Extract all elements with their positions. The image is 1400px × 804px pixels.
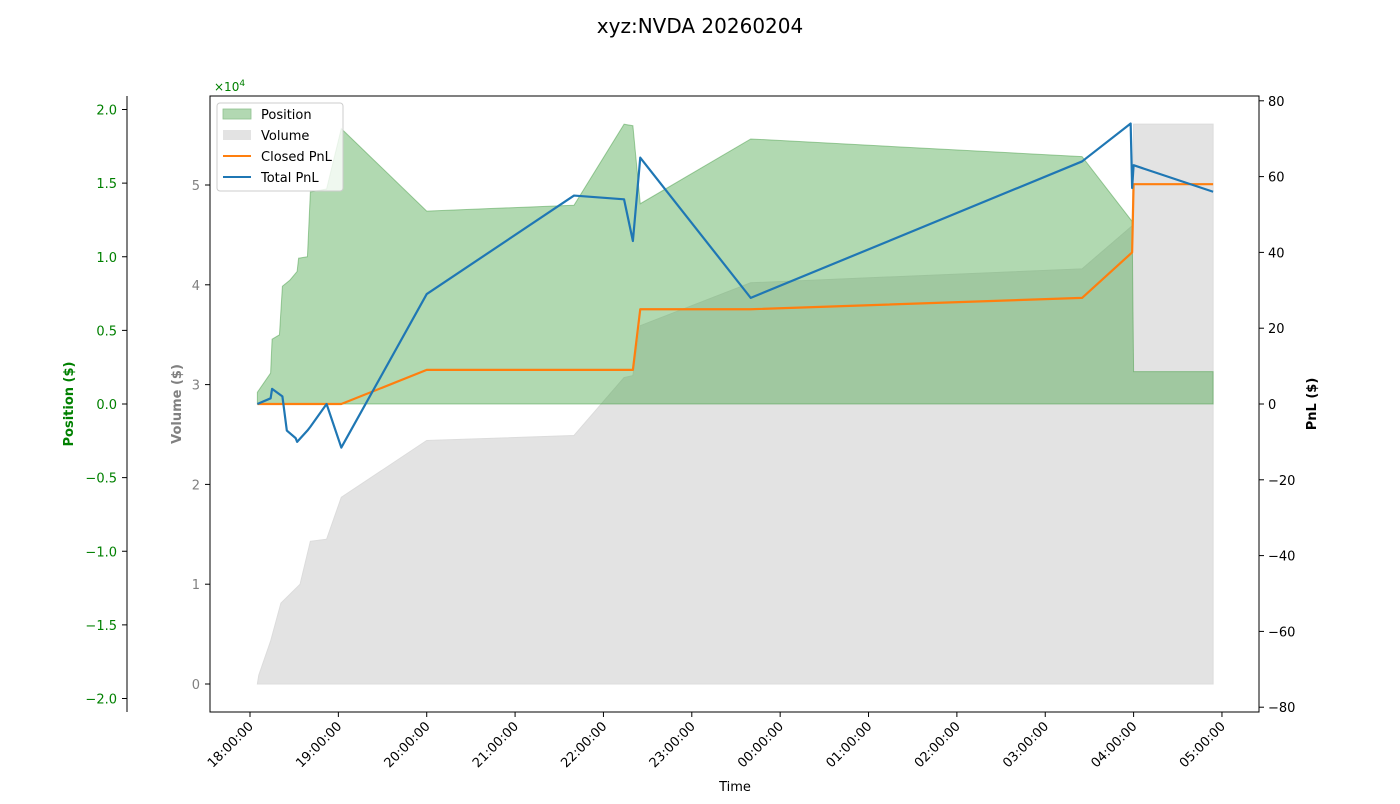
pnl-tick-label: 60 <box>1268 171 1285 186</box>
legend-label-position: Position <box>261 108 312 123</box>
line-path <box>257 183 1214 406</box>
x-tick-label: 23:00:00 <box>647 719 699 771</box>
x-tick-label: 00:00:00 <box>735 719 787 771</box>
x-tick-label: 01:00:00 <box>823 719 875 771</box>
position-tick-label: 1.0 <box>96 251 117 266</box>
volume-axis-ticks: 0 1 2 3 4 5 <box>192 179 210 693</box>
x-tick-label: 19:00:00 <box>293 719 345 771</box>
volume-area <box>256 123 1214 685</box>
position-tick-label: −1.0 <box>85 545 117 560</box>
pnl-tick-label: 80 <box>1268 95 1285 110</box>
pnl-tick-label: −60 <box>1268 625 1295 640</box>
pnl-axis-label: PnL ($) <box>1305 378 1320 431</box>
volume-tick-label: 1 <box>192 578 200 593</box>
legend-label-volume: Volume <box>261 129 309 144</box>
volume-tick-label: 0 <box>192 678 200 693</box>
pnl-tick-label: 20 <box>1268 322 1285 337</box>
closed-pnl-line <box>257 183 1214 406</box>
x-tick-label: 03:00:00 <box>1000 719 1052 771</box>
volume-tick-label: 4 <box>192 279 200 294</box>
area-path <box>256 123 1214 685</box>
x-tick-label: 20:00:00 <box>382 719 434 771</box>
pnl-tick-label: 40 <box>1268 246 1285 261</box>
position-tick-label: −1.5 <box>85 619 117 634</box>
position-axis-ticks: 2.0 1.5 1.0 0.5 0.0 −0.5 −1.0 −1.5 −2.0 <box>85 104 127 708</box>
legend-box <box>216 102 344 192</box>
x-tick-label: 18:00:00 <box>205 719 257 771</box>
x-tick-label: 21:00:00 <box>470 719 522 771</box>
position-tick-label: 0.5 <box>96 324 117 339</box>
position-axis-label: Position ($) <box>62 362 77 447</box>
pnl-axis-ticks: 80 60 40 20 0 −20 −40 −60 −80 <box>1259 95 1295 716</box>
x-axis-ticks: 18:00:00 19:00:00 20:00:00 21:00:00 22:00:00… <box>205 712 1229 771</box>
legend: Position Volume Closed PnL Total PnL <box>216 102 344 192</box>
position-tick-label: 0.0 <box>96 398 117 413</box>
legend-swatch-position <box>222 108 252 120</box>
pnl-tick-label: 0 <box>1268 398 1276 413</box>
volume-tick-label: 5 <box>192 179 200 194</box>
position-tick-label: −0.5 <box>85 472 117 487</box>
legend-swatch-volume <box>223 130 251 140</box>
x-tick-label: 04:00:00 <box>1089 719 1141 771</box>
volume-tick-label: 3 <box>192 379 200 394</box>
total-pnl-line <box>256 122 1214 449</box>
pnl-tick-label: −40 <box>1268 550 1295 565</box>
x-tick-label: 05:00:00 <box>1177 719 1229 771</box>
position-multiplier: ×104 <box>214 79 245 94</box>
volume-tick-label: 2 <box>192 478 200 493</box>
pnl-tick-label: −80 <box>1268 701 1295 716</box>
x-tick-label: 22:00:00 <box>558 719 610 771</box>
line-path <box>256 122 1214 449</box>
legend-label-closed-pnl: Closed PnL <box>261 150 333 165</box>
volume-axis-label: Volume ($) <box>170 364 185 444</box>
chart-title: xyz:NVDA 20260204 <box>597 14 803 38</box>
position-tick-label: −2.0 <box>85 693 117 708</box>
position-tick-label: 1.5 <box>96 177 117 192</box>
x-axis-label: Time <box>718 780 751 795</box>
x-tick-label: 02:00:00 <box>912 719 964 771</box>
position-tick-label: 2.0 <box>96 104 117 119</box>
legend-label-total-pnl: Total PnL <box>260 171 319 186</box>
pnl-tick-label: −20 <box>1268 474 1295 489</box>
